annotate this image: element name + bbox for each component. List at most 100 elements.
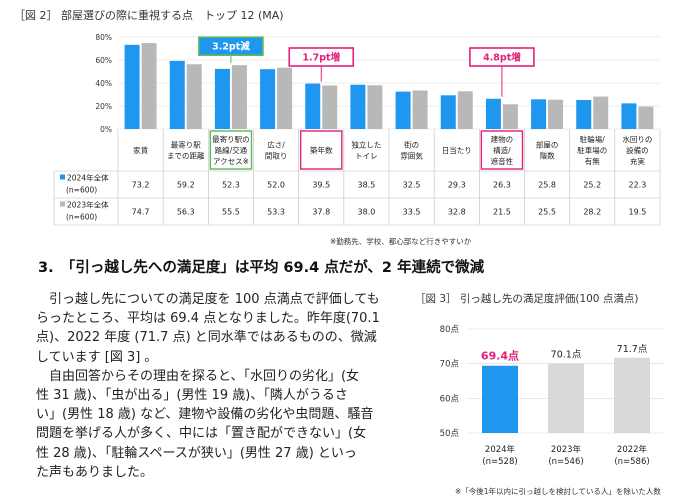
category-label: 駐車場の bbox=[577, 145, 607, 155]
bar bbox=[482, 365, 518, 433]
paragraph-1-line: 引っ越し先についての満足度を 100 点満点で評価しても bbox=[49, 292, 380, 307]
bar-2024 bbox=[485, 98, 501, 129]
category-label: 2023年 bbox=[551, 444, 582, 455]
paragraph-2-line: 性 28 歳)、「駐輪スペースが狭い」(男性 27 歳) といっ bbox=[36, 445, 357, 461]
data-label: 52.0 bbox=[267, 181, 285, 190]
legend-label: (n=600) bbox=[66, 186, 97, 195]
value-label: 70.1点 bbox=[551, 349, 582, 360]
bar-2023 bbox=[277, 67, 293, 129]
value-label: 71.7点 bbox=[617, 344, 648, 355]
bar-2023 bbox=[231, 65, 247, 129]
category-label: 家賃 bbox=[133, 145, 148, 155]
category-label: 構造/ bbox=[493, 145, 511, 155]
bar bbox=[614, 357, 650, 433]
y-tick-label: 20% bbox=[95, 102, 112, 111]
bar-2024 bbox=[305, 83, 321, 129]
category-label: 間取り bbox=[265, 152, 288, 161]
paragraph-1-line: 点)、2022 年度 (71.7 点) と同水準ではあるものの、微減 bbox=[36, 330, 377, 346]
data-label: 73.2 bbox=[132, 181, 150, 190]
category-label: 日当たり bbox=[442, 145, 472, 155]
data-label: 25.8 bbox=[538, 181, 556, 190]
bar-2023 bbox=[367, 85, 383, 129]
data-label: 28.2 bbox=[583, 208, 601, 217]
category-label: 最寄り駅 bbox=[171, 140, 201, 150]
bar-2023 bbox=[502, 104, 518, 129]
category-label: 有無 bbox=[585, 156, 600, 166]
data-label: 19.5 bbox=[629, 208, 647, 217]
category-label: 建物の bbox=[491, 134, 514, 144]
callout-label: 1.7pt増 bbox=[302, 52, 340, 64]
paragraph-1-line: らったところ、平均は 69.4 点となりました。昨年度(70.1 bbox=[36, 311, 380, 327]
category-label: 部屋の bbox=[536, 140, 559, 150]
y-tick-label: 0% bbox=[100, 125, 112, 134]
data-label: 74.7 bbox=[132, 208, 150, 217]
category-highlight-box bbox=[480, 130, 524, 170]
paragraph-2-line: 性 31 歳)、「虫が出る」(男性 19 歳)、「隣人がうるさ bbox=[36, 388, 348, 404]
y-tick-label: 80% bbox=[95, 33, 112, 42]
category-label: 最寄り駅の bbox=[212, 134, 250, 144]
bar-2024 bbox=[576, 100, 592, 129]
figure-3-chart: ［図 3］ 引っ越し先の満足度評価(100 点満点) 50点60点70点80点 … bbox=[415, 292, 665, 496]
bar-2024 bbox=[214, 68, 230, 129]
bar-2024 bbox=[621, 103, 637, 129]
bar-2023 bbox=[412, 90, 428, 129]
data-label: 56.3 bbox=[177, 208, 195, 217]
category-highlight-box bbox=[299, 130, 343, 170]
category-label: トイレ bbox=[355, 152, 378, 161]
category-label: までの距離 bbox=[167, 151, 205, 161]
bar-2023 bbox=[593, 96, 609, 129]
figure-2-note: ※勤務先、学校、都心部など行きやすいか bbox=[330, 236, 472, 246]
category-label: (n=546) bbox=[548, 457, 583, 467]
category-label: 駐輪場/ bbox=[580, 134, 605, 144]
figure-2-callouts: 3.2pt減 1.7pt増 4.8pt増 bbox=[198, 36, 535, 97]
data-label: 37.8 bbox=[312, 208, 330, 217]
category-label: 広さ/ bbox=[267, 140, 285, 150]
bar-2023 bbox=[141, 43, 157, 129]
paragraph-2-line: 問題を挙げる人が多く、中には「置き配ができない」(女 bbox=[36, 426, 367, 442]
y-tick-label: 80点 bbox=[440, 325, 460, 335]
bar bbox=[548, 363, 584, 433]
figure-2-y-axis: 0% 20% 40% 60% 80% bbox=[95, 33, 112, 134]
figure-2-bars bbox=[124, 43, 654, 129]
data-label: 32.5 bbox=[403, 181, 421, 190]
bar-2023 bbox=[548, 99, 564, 129]
category-label: 築年数 bbox=[310, 145, 333, 155]
category-label: 独立した bbox=[351, 140, 381, 150]
data-label: 25.5 bbox=[538, 208, 556, 217]
figure-3-bars bbox=[482, 357, 650, 433]
data-label: 55.5 bbox=[222, 208, 240, 217]
bar-2024 bbox=[124, 44, 140, 129]
category-label: 路線/交通 bbox=[215, 145, 248, 155]
legend-label: 2024年全体 bbox=[67, 173, 109, 183]
category-label: 雰囲気 bbox=[400, 151, 423, 161]
paragraph-2: 自由回答からその理由を探ると、「水回りの劣化」(女 性 31 歳)、「虫が出る」… bbox=[36, 367, 398, 482]
section-title: 3. 「引っ越し先への満足度」は平均 69.4 点だが、2 年連続で微減 bbox=[38, 260, 485, 276]
data-label: 38.5 bbox=[358, 181, 376, 190]
data-label: 59.2 bbox=[177, 181, 195, 190]
y-tick-label: 60% bbox=[95, 56, 112, 65]
paragraph-2-line: 自由回答からその理由を探ると、「水回りの劣化」(女 bbox=[49, 368, 360, 384]
paragraph-1: 引っ越し先についての満足度を 100 点満点で評価しても らったところ、平均は … bbox=[36, 290, 398, 367]
data-label: 38.0 bbox=[358, 208, 376, 217]
y-tick-label: 50点 bbox=[440, 429, 460, 439]
bar-2024 bbox=[169, 60, 185, 129]
data-label: 29.3 bbox=[448, 181, 466, 190]
figure-3-note: ※「今後1年以内に引っ越しを検討している人」を除いた人数 bbox=[455, 486, 661, 496]
figure-3-y-axis: 50点 60点 70点 80点 bbox=[440, 325, 460, 439]
legend-label: 2023年全体 bbox=[67, 200, 109, 210]
bar-2023 bbox=[638, 106, 654, 129]
category-label: (n=528) bbox=[482, 457, 517, 467]
data-label: 25.2 bbox=[583, 181, 601, 190]
legend-swatch bbox=[60, 201, 65, 207]
legend-label: (n=600) bbox=[66, 213, 97, 222]
bar-2024 bbox=[260, 69, 276, 129]
bar-2023 bbox=[457, 91, 473, 129]
paragraph-1-line: しています [図 3] 。 bbox=[36, 349, 158, 365]
category-label: (n=586) bbox=[614, 457, 649, 467]
bar-2024 bbox=[531, 99, 547, 129]
category-label: 階数 bbox=[540, 151, 555, 161]
data-label: 39.5 bbox=[312, 181, 330, 190]
bar-2024 bbox=[350, 84, 366, 129]
figure-2-title: ［図 2］ 部屋選びの際に重視する点 トップ 12 (MA) bbox=[14, 8, 284, 22]
